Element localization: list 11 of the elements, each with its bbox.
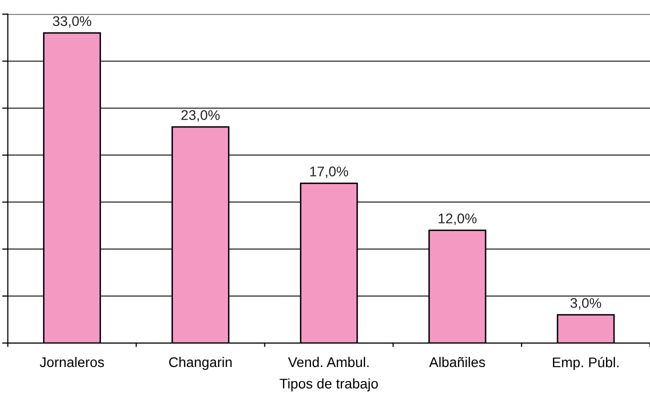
data-label: 12,0% <box>438 214 477 226</box>
x-tick-label: Vend. Ambul. <box>288 356 369 368</box>
x-tick-label: Jornaleros <box>40 356 104 368</box>
data-label: 33,0% <box>52 16 92 28</box>
x-tick-label: Emp. Públ. <box>552 356 618 370</box>
data-label: 23,0% <box>181 110 220 122</box>
data-label: 17,0% <box>310 166 348 178</box>
data-label: 3,0% <box>570 298 602 310</box>
x-tick-label: Albañiles <box>429 356 486 368</box>
x-tick-label: Changarin <box>169 356 232 370</box>
x-axis-title: Tipos de trabajo <box>280 378 378 392</box>
